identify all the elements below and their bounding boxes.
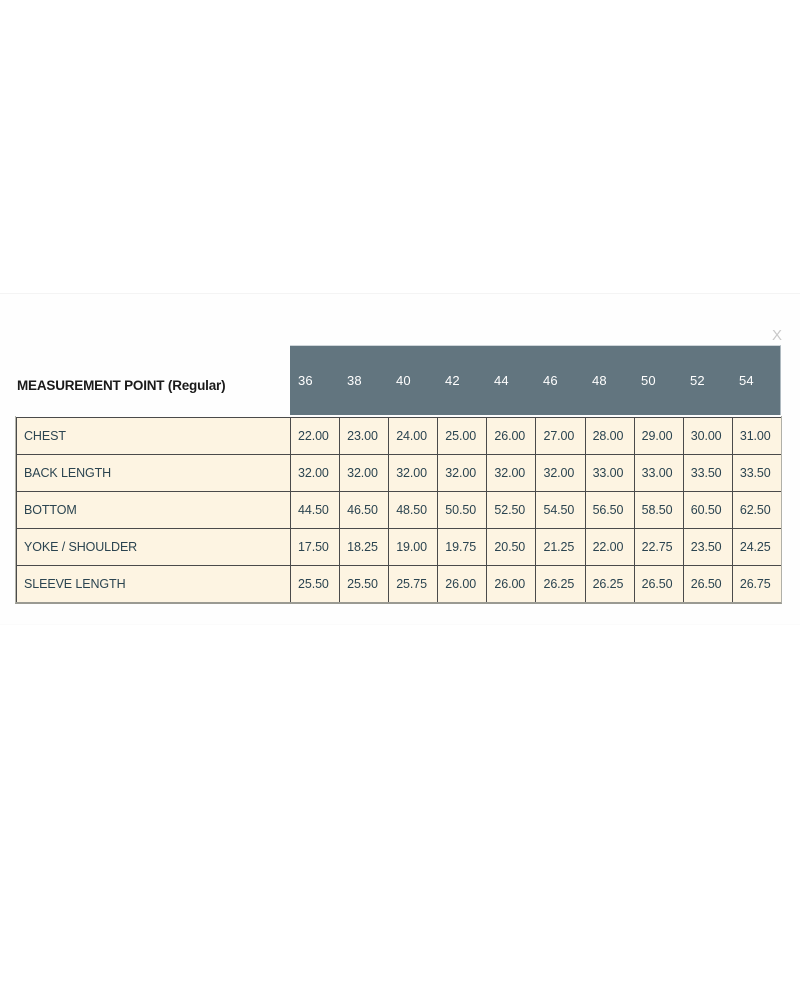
measurement-point-label: SLEEVE LENGTH: [16, 565, 291, 603]
close-icon[interactable]: X: [771, 327, 782, 344]
measurement-value-cell: 22.00: [584, 528, 635, 566]
size-header-cell: 36: [298, 373, 313, 388]
size-chart-table: CHEST 22.00 23.00 24.00 25.00 26.00 27.00 28.00…: [16, 417, 782, 603]
table-row: BACK LENGTH 32.00 32.00 32.00 32.00 32.00 32.0…: [16, 454, 782, 492]
measurement-value-cell: 24.25: [731, 528, 782, 566]
measurement-value-cell: 26.00: [486, 565, 537, 603]
measurement-value-cell: 26.50: [633, 565, 684, 603]
measurement-value-cell: 20.50: [486, 528, 537, 566]
measurement-value-cell: 46.50: [339, 491, 390, 529]
measurement-point-label: CHEST: [16, 417, 291, 455]
measurement-value-cell: 58.50: [633, 491, 684, 529]
size-header-cell: 38: [347, 373, 362, 388]
measurement-value-cell: 25.50: [339, 565, 390, 603]
measurement-value-cell: 23.50: [682, 528, 733, 566]
measurement-value-cell: 32.00: [535, 454, 586, 492]
measurement-value-cell: 32.00: [339, 454, 390, 492]
measurement-value-cell: 19.75: [437, 528, 488, 566]
measurement-value-cell: 56.50: [584, 491, 635, 529]
measurement-value-cell: 19.00: [388, 528, 439, 566]
size-header-cell: 48: [592, 373, 607, 388]
measurement-point-label: BOTTOM: [16, 491, 291, 529]
measurement-value-cell: 32.00: [437, 454, 488, 492]
measurement-value-cell: 22.00: [289, 417, 341, 455]
measurement-value-cell: 22.75: [633, 528, 684, 566]
measurement-value-cell: 25.50: [289, 565, 341, 603]
measurement-value-cell: 17.50: [289, 528, 341, 566]
measurement-value-cell: 33.00: [633, 454, 684, 492]
measurement-value-cell: 27.00: [535, 417, 586, 455]
size-header-cell: 54: [739, 373, 754, 388]
measurement-value-cell: 29.00: [633, 417, 684, 455]
measurement-value-cell: 33.50: [682, 454, 733, 492]
measurement-value-cell: 21.25: [535, 528, 586, 566]
table-row: YOKE / SHOULDER 17.50 18.25 19.00 19.75 20.50…: [16, 528, 782, 566]
measurement-value-cell: 24.00: [388, 417, 439, 455]
measurement-value-cell: 32.00: [486, 454, 537, 492]
measurement-value-cell: 32.00: [289, 454, 341, 492]
measurement-value-cell: 26.00: [486, 417, 537, 455]
measurement-value-cell: 33.50: [731, 454, 782, 492]
size-header-cell: 42: [445, 373, 460, 388]
size-header-cell: 44: [494, 373, 509, 388]
measurement-value-cell: 50.50: [437, 491, 488, 529]
measurement-value-cell: 54.50: [535, 491, 586, 529]
measurement-value-cell: 26.50: [682, 565, 733, 603]
measurement-value-cell: 48.50: [388, 491, 439, 529]
measurement-value-cell: 52.50: [486, 491, 537, 529]
size-header-cell: 40: [396, 373, 411, 388]
measurement-point-label: YOKE / SHOULDER: [16, 528, 291, 566]
table-row: CHEST 22.00 23.00 24.00 25.00 26.00 27.00 28.00…: [16, 417, 782, 455]
measurement-value-cell: 30.00: [682, 417, 733, 455]
measurement-value-cell: 60.50: [682, 491, 733, 529]
measurement-value-cell: 32.00: [388, 454, 439, 492]
measurement-point-label: BACK LENGTH: [16, 454, 291, 492]
table-row: BOTTOM 44.50 46.50 48.50 50.50 52.50 54.50 56.5…: [16, 491, 782, 529]
table-row: SLEEVE LENGTH 25.50 25.50 25.75 26.00 26.00 26…: [16, 565, 782, 603]
measurement-value-cell: 26.75: [731, 565, 782, 603]
measurement-value-cell: 31.00: [731, 417, 782, 455]
measurement-value-cell: 18.25: [339, 528, 390, 566]
measurement-value-cell: 28.00: [584, 417, 635, 455]
size-header-cell: 50: [641, 373, 656, 388]
measurement-value-cell: 44.50: [289, 491, 341, 529]
measurement-value-cell: 26.25: [584, 565, 635, 603]
measurement-value-cell: 25.75: [388, 565, 439, 603]
measurement-point-title: MEASUREMENT POINT (Regular): [17, 378, 226, 393]
measurement-value-cell: 23.00: [339, 417, 390, 455]
measurement-value-cell: 26.25: [535, 565, 586, 603]
measurement-value-cell: 62.50: [731, 491, 782, 529]
size-header-row: 36 38 40 42 44 46 48 50 52 54: [290, 345, 781, 415]
measurement-value-cell: 26.00: [437, 565, 488, 603]
size-header-cell: 46: [543, 373, 558, 388]
size-header-cell: 52: [690, 373, 705, 388]
measurement-value-cell: 25.00: [437, 417, 488, 455]
measurement-value-cell: 33.00: [584, 454, 635, 492]
